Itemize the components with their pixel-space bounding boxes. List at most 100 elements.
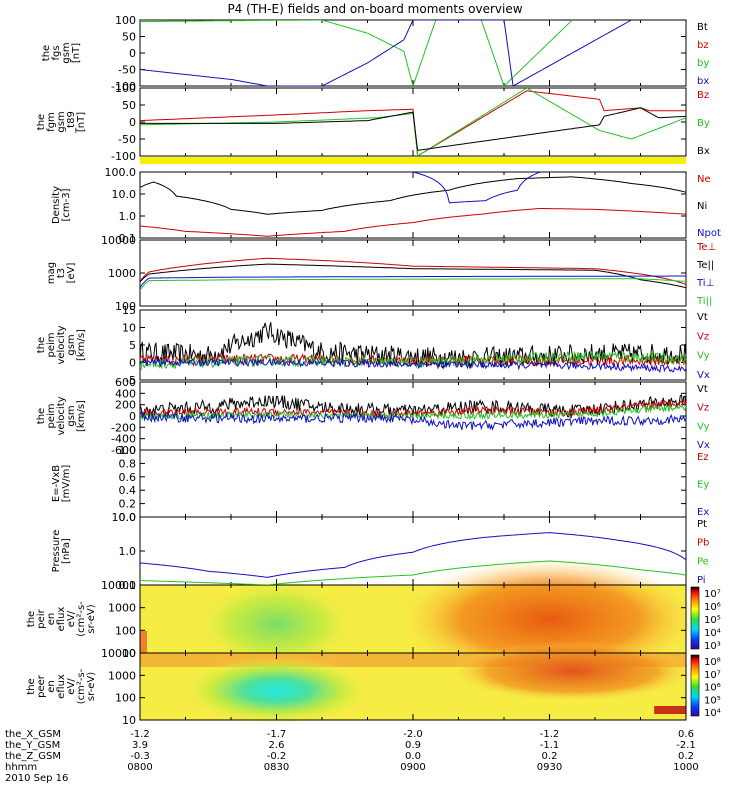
- legend-entry: Pe: [697, 556, 709, 567]
- series-line-Vx: [140, 357, 686, 374]
- legend-entry: Ey: [697, 480, 709, 491]
- series-line-Ti⊥: [140, 275, 686, 288]
- y-axis-label: peim: [46, 403, 57, 428]
- panel-6: [139, 449, 687, 518]
- spectrogram-cool-region: [196, 579, 357, 669]
- y-tick-label: 10.0: [112, 188, 137, 201]
- x-axis-value: -1.2: [130, 729, 150, 740]
- x-axis-value: 0900: [400, 762, 425, 773]
- series-line-Te||: [140, 263, 686, 289]
- colorbar-tick-label: 10⁵: [704, 615, 721, 626]
- y-axis-label: eV/: [66, 610, 77, 627]
- y-axis-label: eflux: [56, 607, 67, 632]
- y-tick-label: 0.4: [119, 484, 137, 497]
- legend-entry: Vz: [697, 331, 709, 342]
- y-axis-label: the: [26, 678, 37, 694]
- panel-1: [139, 87, 687, 157]
- x-axis-value: 0.9: [405, 740, 421, 751]
- y-tick-label: -100: [111, 80, 136, 93]
- y-tick-label: 0.6: [119, 471, 137, 484]
- y-axis-label: gsm: [61, 42, 72, 63]
- y-axis-label: t3: [56, 268, 67, 278]
- legend-entry: Pb: [697, 538, 709, 549]
- x-axis-value: 2.6: [269, 740, 285, 751]
- series-line-Npot: [412, 172, 541, 204]
- y-tick-label: 100: [115, 82, 136, 95]
- colorbar: [690, 586, 700, 650]
- y-tick-label: -50: [118, 64, 136, 77]
- y-tick-label: 200: [115, 399, 136, 412]
- y-axis-label: Density: [51, 186, 62, 224]
- y-tick-label: -200: [111, 421, 136, 434]
- y-axis-label: [km/s]: [76, 329, 87, 361]
- y-tick-label: 0.0: [119, 511, 137, 524]
- x-axis-value: 0.2: [678, 751, 694, 762]
- y-axis-label: [eV]: [66, 263, 77, 284]
- x-axis-value: -1.2: [540, 729, 560, 740]
- y-tick-label: 10.0: [112, 511, 137, 524]
- x-axis-row-label: the_Z_GSM: [5, 751, 61, 762]
- colorbar-tick-label: 10⁴: [704, 708, 721, 719]
- y-tick-label: 1.0: [119, 444, 137, 457]
- y-axis-label: [mV/m]: [61, 465, 72, 503]
- legend-entry: by: [697, 58, 709, 69]
- x-axis-value: -0.2: [267, 751, 287, 762]
- y-tick-label: 1.0: [119, 210, 137, 223]
- x-axis-row-label: hhmm: [5, 762, 37, 773]
- spectrogram-electron: [140, 641, 693, 725]
- series-line-Ne: [140, 208, 686, 237]
- series-line-Vy: [140, 403, 686, 421]
- legend-entry: Vy: [697, 421, 710, 432]
- y-tick-label: 1000: [108, 669, 136, 682]
- y-axis-label: gsm: [66, 334, 77, 355]
- x-axis-value: -2.1: [676, 740, 696, 751]
- x-axis-value: 0.6: [678, 729, 694, 740]
- y-tick-label: 1000: [108, 267, 136, 280]
- y-axis-label: [km/s]: [76, 400, 87, 432]
- x-axis-value: 1000: [673, 762, 698, 773]
- legend-entry: Ne: [697, 174, 711, 185]
- legend-entry: Vy: [697, 351, 710, 362]
- y-axis-label: peim: [46, 332, 57, 357]
- series-line-Ni: [140, 176, 686, 215]
- legend-entry: Npot: [697, 228, 721, 239]
- series-line-by: [140, 20, 573, 86]
- panel-frame: [139, 239, 687, 307]
- legend-entry: Bx: [697, 146, 710, 157]
- x-axis-value: 0930: [537, 762, 562, 773]
- y-axis-label: (cm²-s-: [76, 601, 87, 637]
- y-tick-label: 0: [129, 116, 136, 129]
- y-tick-label: -50: [118, 133, 136, 146]
- x-axis-value: 0.2: [542, 751, 558, 762]
- series-line-Vx: [140, 411, 686, 431]
- spectrogram-cool-region: [181, 656, 372, 725]
- series-line-Ti||: [140, 278, 686, 291]
- colorbar-tick-label: 10⁷: [704, 589, 721, 600]
- y-axis-label: [cm-3]: [61, 188, 72, 221]
- y-tick-label: -600: [111, 444, 136, 457]
- series-line-Te⊥: [140, 257, 686, 285]
- panel-3: [139, 239, 687, 307]
- legend-entry: Bt: [697, 22, 708, 33]
- colorbar-tick-label: 10⁸: [704, 657, 721, 668]
- colorbar-tick-label: 10⁵: [704, 695, 721, 706]
- y-tick-label: 1000: [108, 602, 136, 615]
- y-tick-label: 1.0: [119, 545, 137, 558]
- legend-entry: Pt: [697, 519, 707, 530]
- legend-entry: Ex: [697, 507, 709, 518]
- y-tick-label: 15: [122, 304, 136, 317]
- legend-entry: Ti⊥: [696, 278, 714, 289]
- y-tick-label: 0.8: [119, 457, 137, 470]
- series-line-By: [140, 88, 686, 156]
- x-axis-value: -0.3: [130, 751, 150, 762]
- x-axis-value: -2.0: [403, 729, 423, 740]
- date-label: 2010 Sep 16: [5, 773, 68, 784]
- y-tick-label: 0.1: [119, 232, 137, 245]
- y-axis-label: [nT]: [76, 112, 87, 132]
- x-axis-row-label: the_X_GSM: [5, 729, 61, 740]
- legend-entry: Vt: [697, 312, 708, 323]
- y-tick-label: 10000: [101, 647, 136, 660]
- panel-frame: [139, 87, 687, 157]
- x-axis-row-label: the_Y_GSM: [5, 740, 60, 751]
